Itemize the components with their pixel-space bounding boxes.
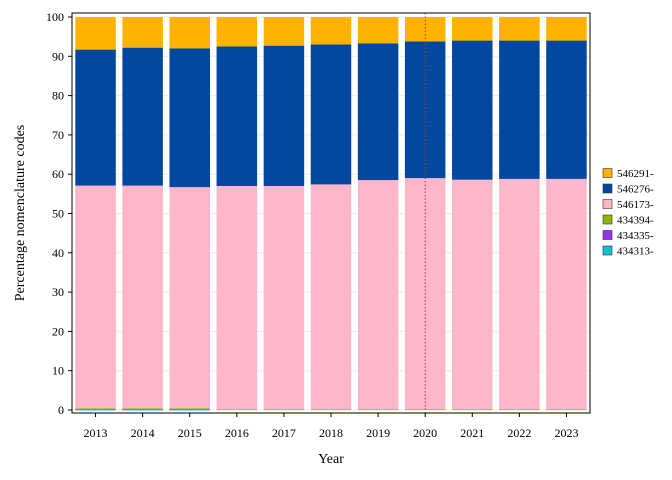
bar-segment (169, 17, 210, 49)
bar-segment (499, 178, 540, 410)
bar-segment (357, 409, 399, 411)
bar-segment (216, 46, 258, 186)
bar-segment (357, 43, 399, 181)
legend-label: 434313- (617, 246, 654, 258)
bar-segment (499, 409, 540, 411)
bar-segment (75, 408, 116, 410)
bar-segment (122, 408, 163, 410)
bar-segment (310, 44, 352, 185)
bar-segment (546, 17, 587, 41)
bar-segment (122, 185, 163, 409)
legend-swatch (602, 168, 613, 178)
legend-label: 434394- (617, 215, 654, 227)
x-tick-label: 2015 (178, 426, 202, 440)
y-tick-label: 90 (52, 49, 64, 63)
bar-segment (263, 17, 305, 46)
bar-segment (546, 409, 587, 411)
legend-swatch (602, 199, 613, 209)
legend-label: 546173- (617, 199, 654, 211)
x-tick-label: 2023 (554, 426, 578, 440)
bar-segment (452, 40, 493, 180)
x-tick-label: 2016 (225, 426, 249, 440)
bar-segment (452, 179, 493, 410)
legend-swatch (602, 245, 613, 256)
x-axis-title: Year (318, 452, 344, 467)
x-tick-label: 2014 (131, 426, 155, 440)
bar-segment (263, 45, 305, 186)
x-tick-label: 2017 (272, 426, 296, 440)
legend-swatch (602, 230, 613, 240)
bar-segment (357, 180, 399, 410)
bar-segment (75, 185, 116, 409)
bar-segment (404, 41, 446, 179)
legend: 546291- 546276- 546173- 434394- 434335- 43431… (602, 168, 654, 258)
y-tick-label: 0 (58, 403, 64, 417)
y-tick-label: 30 (52, 285, 64, 299)
bars (75, 17, 587, 411)
y-axis-title: Percentage nomenclature codes (13, 125, 28, 301)
x-axis: 2013 2014 2015 2016 2017 2018 2019 2020 2021 2022… (84, 413, 578, 440)
x-tick-label: 2021 (460, 426, 484, 440)
x-tick-label: 2022 (507, 426, 531, 440)
bar-segment (75, 49, 116, 186)
bar-segment (122, 17, 163, 48)
bar-segment (263, 409, 305, 411)
bar-segment (310, 184, 352, 410)
legend-label: 546291- (617, 168, 654, 180)
bar-segment (452, 17, 493, 41)
bar-segment (546, 178, 587, 410)
bar-segment (216, 409, 258, 411)
x-tick-label: 2020 (413, 426, 437, 440)
y-tick-label: 80 (52, 89, 64, 103)
y-tick-label: 70 (52, 128, 64, 142)
bar-segment (122, 47, 163, 186)
bar-segment (169, 187, 210, 409)
bar-segment (122, 409, 163, 411)
bar-segment (169, 408, 210, 410)
y-axis: 0 10 20 30 40 50 60 70 80 90 100 (46, 10, 72, 417)
legend-swatch (602, 214, 613, 225)
y-tick-label: 100 (46, 10, 64, 24)
bar-segment (169, 409, 210, 411)
bar-segment (452, 409, 493, 411)
y-tick-label: 50 (52, 207, 64, 221)
legend-label: 434335- (617, 230, 654, 242)
bar-segment (499, 40, 540, 179)
bar-segment (75, 17, 116, 50)
bar-segment (263, 185, 305, 410)
bar-segment (310, 17, 352, 45)
x-tick-label: 2018 (319, 426, 343, 440)
legend-label: 546276- (617, 184, 654, 196)
bar-segment (216, 17, 258, 47)
y-tick-label: 20 (52, 324, 64, 338)
y-tick-label: 40 (52, 246, 64, 260)
bar-segment (357, 17, 399, 44)
bar-segment (169, 48, 210, 188)
x-tick-label: 2013 (84, 426, 108, 440)
x-tick-label: 2019 (366, 426, 390, 440)
y-tick-label: 60 (52, 167, 64, 181)
legend-swatch (602, 183, 613, 194)
bar-segment (75, 409, 116, 411)
bar-segment (499, 17, 540, 41)
bar-segment (216, 185, 258, 410)
bar-segment (310, 409, 352, 411)
bar-segment (546, 40, 587, 179)
y-tick-label: 10 (52, 364, 64, 378)
